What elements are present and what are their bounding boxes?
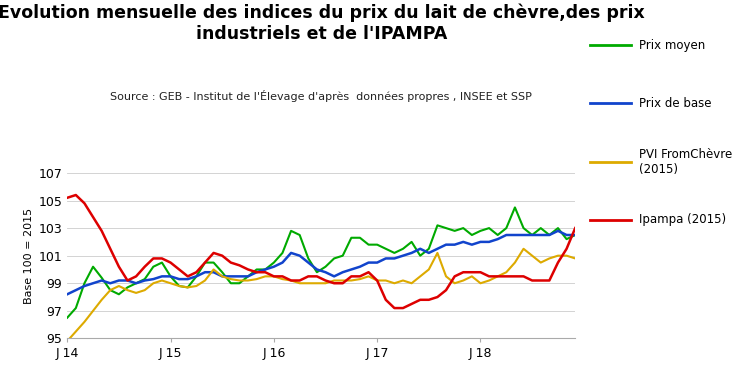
- Y-axis label: Base 100 = 2015: Base 100 = 2015: [25, 208, 34, 304]
- Text: Prix de base: Prix de base: [639, 97, 711, 110]
- Text: Source : GEB - Institut de l'Élevage d'après  données propres , INSEE et SSP: Source : GEB - Institut de l'Élevage d'a…: [111, 90, 532, 102]
- Text: Evolution mensuelle des indices du prix du lait de chèvre,des prix
industriels e: Evolution mensuelle des indices du prix …: [0, 4, 645, 43]
- Text: PVI FromChèvre
(2015): PVI FromChèvre (2015): [639, 148, 732, 176]
- Text: Ipampa (2015): Ipampa (2015): [639, 214, 726, 226]
- Text: Prix moyen: Prix moyen: [639, 39, 705, 52]
